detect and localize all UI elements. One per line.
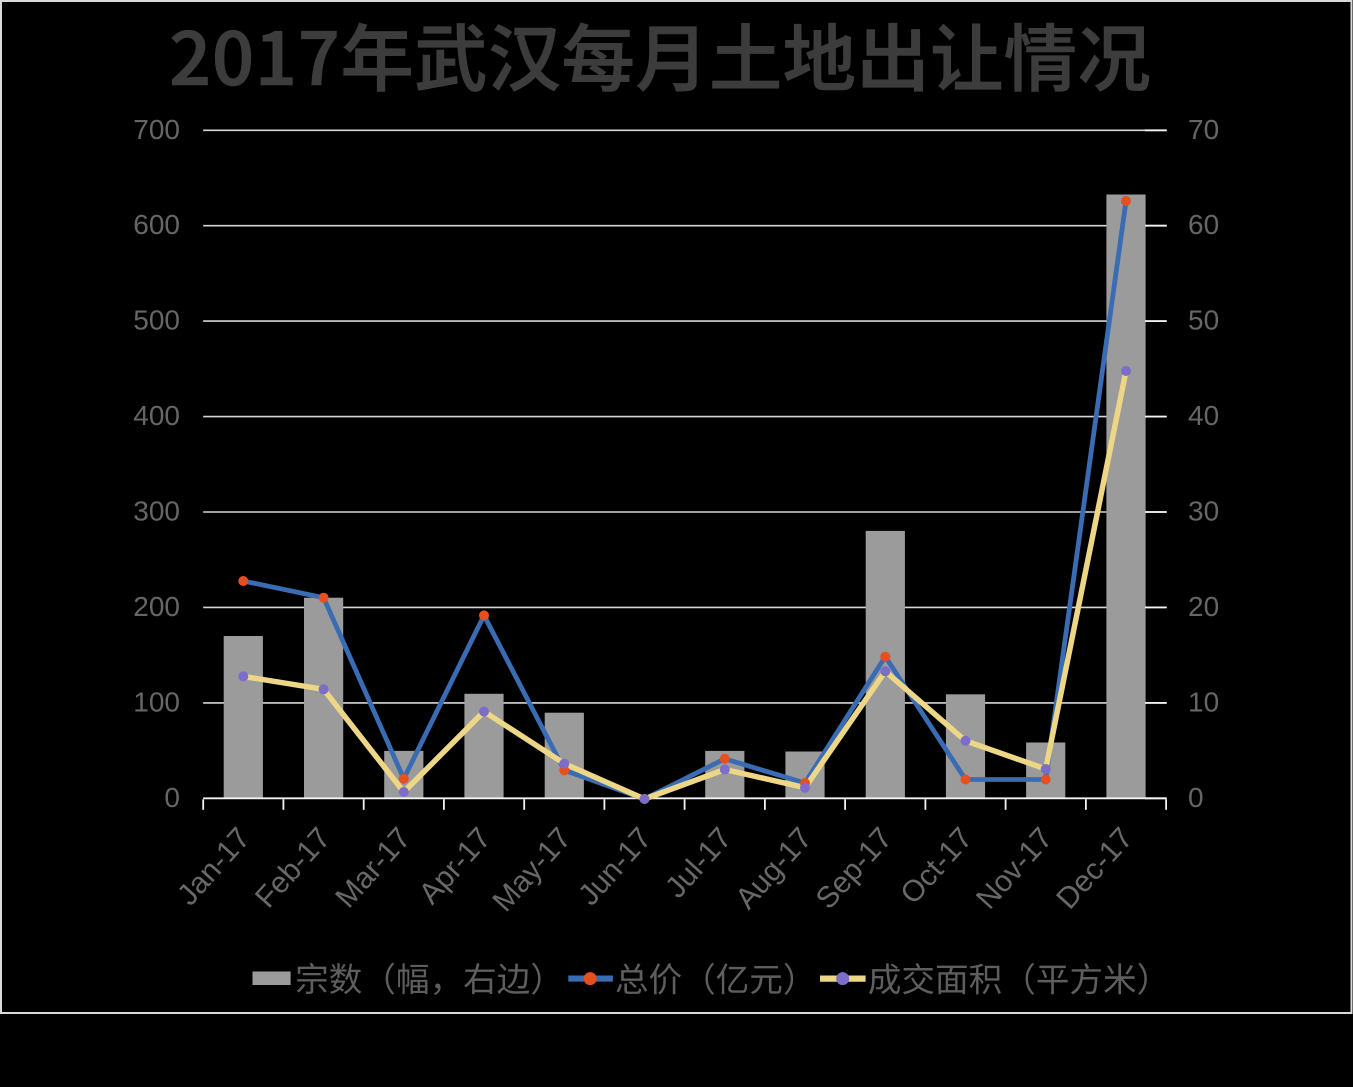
svg-text:100: 100	[133, 686, 180, 717]
svg-text:0: 0	[164, 782, 180, 813]
svg-text:30: 30	[1188, 496, 1219, 527]
svg-text:50: 50	[1188, 305, 1219, 336]
svg-text:300: 300	[133, 496, 180, 527]
svg-text:10: 10	[1188, 686, 1219, 717]
svg-text:500: 500	[133, 305, 180, 336]
svg-text:200: 200	[133, 591, 180, 622]
svg-text:40: 40	[1188, 400, 1219, 431]
svg-text:0: 0	[1188, 782, 1204, 813]
svg-text:70: 70	[1188, 114, 1219, 145]
svg-text:600: 600	[133, 209, 180, 240]
svg-text:700: 700	[133, 114, 180, 145]
svg-text:400: 400	[133, 400, 180, 431]
svg-text:60: 60	[1188, 209, 1219, 240]
svg-text:20: 20	[1188, 591, 1219, 622]
